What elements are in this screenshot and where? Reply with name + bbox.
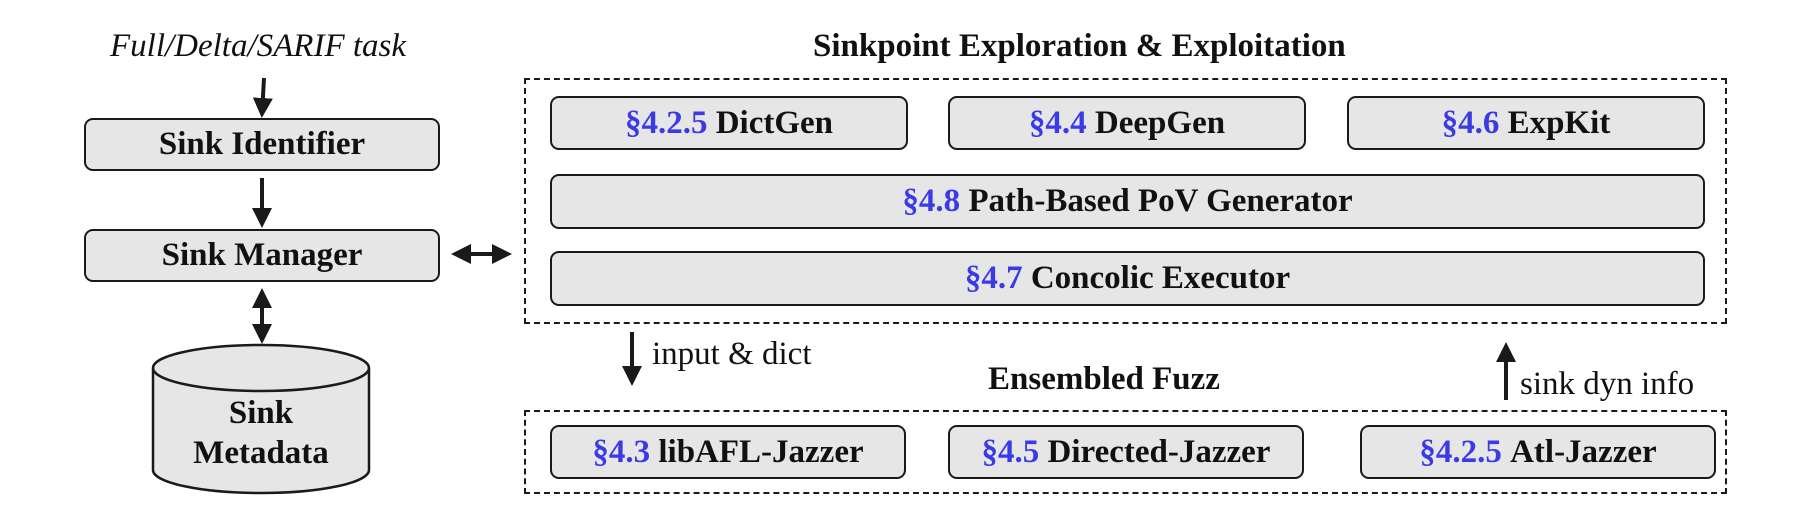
arrow-task-to-identifier — [252, 77, 273, 118]
concolic-executor-box[interactable]: §4.7 Concolic Executor — [550, 251, 1705, 306]
libafl-name: libAFL-Jazzer — [658, 433, 864, 470]
expkit-box[interactable]: §4.6 ExpKit — [1347, 96, 1705, 150]
deepgen-name: DeepGen — [1094, 104, 1226, 141]
dictgen-box[interactable]: §4.2.5 DictGen — [550, 96, 908, 150]
directed-jazzer-box[interactable]: §4.5 Directed-Jazzer — [948, 425, 1304, 479]
directed-sec: §4.5 — [981, 433, 1040, 470]
metadata-line-2: Metadata — [193, 435, 329, 471]
exploration-title: Sinkpoint Exploration & Exploitation — [813, 28, 1346, 64]
pov-name: Path-Based PoV Generator — [968, 183, 1353, 219]
pov-sec: §4.8 — [902, 183, 961, 219]
atl-name: Atl-Jazzer — [1510, 433, 1657, 470]
task-label: Full/Delta/SARIF task — [110, 28, 407, 64]
input-dict-label: input & dict — [652, 336, 812, 372]
fuzz-container — [524, 410, 1727, 494]
atl-jazzer-box[interactable]: §4.2.5 Atl-Jazzer — [1360, 425, 1716, 479]
libafl-jazzer-box[interactable]: §4.3 libAFL-Jazzer — [550, 425, 906, 479]
sink-manager-label: Sink Manager — [161, 237, 363, 273]
expkit-name: ExpKit — [1507, 104, 1611, 141]
directed-name: Directed-Jazzer — [1047, 433, 1271, 470]
pov-generator-box[interactable]: §4.8 Path-Based PoV Generator — [550, 174, 1705, 229]
dictgen-name: DictGen — [715, 104, 834, 141]
sink-manager-box[interactable]: Sink Manager — [84, 229, 440, 282]
sink-dyn-info-label: sink dyn info — [1520, 366, 1695, 402]
concolic-name: Concolic Executor — [1030, 260, 1291, 296]
metadata-line-1: Sink — [228, 395, 294, 431]
atl-sec: §4.2.5 — [1419, 433, 1502, 470]
fuzz-title: Ensembled Fuzz — [988, 361, 1220, 397]
expkit-sec: §4.6 — [1441, 104, 1500, 141]
exploration-container — [524, 78, 1727, 324]
deepgen-sec: §4.4 — [1028, 104, 1087, 141]
sink-metadata-label: Sink Metadata — [153, 393, 369, 473]
sink-identifier-label: Sink Identifier — [158, 126, 366, 162]
dictgen-sec: §4.2.5 — [624, 104, 708, 141]
sink-identifier-box[interactable]: Sink Identifier — [84, 118, 440, 171]
concolic-sec: §4.7 — [964, 260, 1023, 296]
libafl-sec: §4.3 — [592, 433, 651, 470]
deepgen-box[interactable]: §4.4 DeepGen — [948, 96, 1306, 150]
